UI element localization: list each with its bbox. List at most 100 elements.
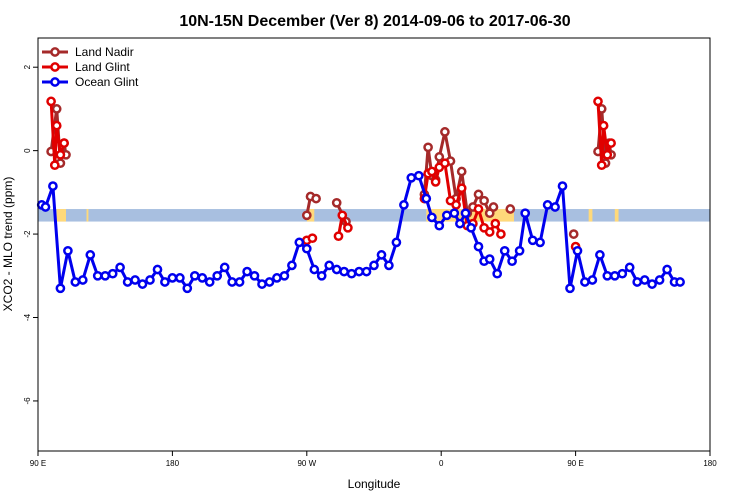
data-point-ocean-glint — [369, 260, 379, 271]
data-point-ocean-glint — [507, 256, 517, 267]
data-point-ocean-glint — [662, 264, 672, 275]
x-tick-label: 180 — [703, 459, 717, 468]
x-axis-label: Longitude — [348, 477, 401, 491]
data-point-land-nadir — [479, 195, 489, 206]
data-point-ocean-glint — [587, 275, 598, 285]
reference-band-rect — [38, 209, 710, 222]
data-point-ocean-glint — [85, 250, 96, 260]
data-point-land-glint — [343, 222, 353, 233]
data-point-land-glint — [606, 138, 616, 148]
yellow-band-segment — [86, 209, 89, 222]
legend-item-ocean-glint: Ocean Glint — [42, 75, 139, 89]
data-point-ocean-glint — [595, 250, 605, 260]
data-point-ocean-glint — [406, 172, 417, 183]
data-point-ocean-glint — [427, 212, 437, 223]
data-point-ocean-glint — [316, 270, 327, 281]
data-point-land-glint — [59, 138, 69, 148]
data-point-land-glint — [49, 160, 60, 171]
data-point-ocean-glint — [354, 266, 364, 277]
data-point-ocean-glint — [324, 260, 335, 271]
data-point-land-nadir — [488, 202, 499, 212]
plot-frame — [37, 37, 711, 452]
data-point-ocean-glint — [639, 275, 650, 285]
data-point-land-nadir — [51, 104, 62, 114]
data-point-land-nadir — [473, 189, 484, 200]
data-point-ocean-glint — [100, 270, 111, 281]
data-point-land-nadir — [423, 142, 433, 153]
data-point-ocean-glint — [234, 277, 245, 287]
yellow-band-segment — [588, 209, 593, 222]
data-point-ocean-glint — [122, 277, 133, 287]
data-point-ocean-glint — [189, 270, 200, 281]
data-point-ocean-glint — [77, 275, 88, 285]
data-point-ocean-glint — [107, 268, 118, 279]
legend-swatch-marker — [50, 62, 60, 72]
data-point-land-nadir — [568, 229, 579, 239]
legend-item-land-nadir: Land Nadir — [42, 45, 134, 59]
data-point-land-glint — [307, 233, 318, 244]
data-point-ocean-glint — [63, 245, 73, 256]
series-ocean-glint — [36, 170, 685, 294]
data-point-ocean-glint — [391, 237, 402, 248]
data-point-ocean-glint — [48, 181, 58, 191]
data-point-ocean-glint — [632, 277, 643, 287]
data-point-land-glint — [456, 183, 467, 194]
data-point-ocean-glint — [219, 262, 230, 273]
data-point-ocean-glint — [301, 243, 312, 254]
y-tick-label: 2 — [23, 64, 32, 69]
data-point-ocean-glint — [484, 254, 495, 264]
data-point-land-nadir — [440, 127, 450, 137]
legend-label: Land Glint — [75, 60, 130, 74]
data-point-ocean-glint — [449, 208, 460, 219]
data-point-ocean-glint — [152, 264, 163, 275]
data-point-ocean-glint — [654, 275, 665, 285]
data-point-ocean-glint — [647, 279, 657, 289]
legend-swatch-marker — [50, 77, 60, 87]
data-point-land-glint — [593, 96, 603, 107]
data-point-ocean-glint — [137, 279, 148, 289]
data-point-ocean-glint — [249, 270, 260, 281]
x-axis: 90 E 180 90 W 0 90 E 180 — [30, 451, 717, 468]
data-point-ocean-glint — [197, 273, 208, 283]
data-point-land-glint — [451, 200, 461, 210]
data-point-land-glint — [51, 120, 62, 131]
data-point-ocean-glint — [550, 202, 560, 212]
data-point-ocean-glint — [421, 193, 432, 204]
data-point-ocean-glint — [287, 260, 297, 271]
data-point-ocean-glint — [434, 220, 445, 231]
data-point-ocean-glint — [557, 181, 568, 191]
data-point-land-glint — [490, 218, 501, 229]
x-tick-label: 90 E — [30, 459, 46, 468]
x-tick-label: 90 W — [297, 459, 316, 468]
data-point-ocean-glint — [279, 270, 290, 281]
data-point-land-glint — [496, 229, 506, 239]
data-point-ocean-glint — [399, 200, 409, 210]
data-point-ocean-glint — [331, 264, 342, 275]
data-point-ocean-glint — [542, 200, 553, 210]
data-point-ocean-glint — [175, 273, 185, 283]
series-layer — [36, 96, 685, 294]
x-tick-label: 90 E — [567, 459, 583, 468]
data-point-ocean-glint — [70, 277, 81, 287]
data-point-ocean-glint — [384, 260, 394, 271]
data-point-ocean-glint — [272, 273, 282, 283]
data-point-ocean-glint — [441, 210, 452, 221]
data-point-land-glint — [473, 204, 484, 214]
data-point-ocean-glint — [617, 268, 628, 279]
data-point-ocean-glint — [376, 250, 387, 260]
data-point-ocean-glint — [514, 245, 525, 256]
data-point-ocean-glint — [264, 277, 275, 287]
x-tick-label: 180 — [166, 459, 180, 468]
data-point-ocean-glint — [167, 273, 178, 283]
y-axis: 2 0 -2 -4 -6 — [23, 64, 38, 405]
data-point-ocean-glint — [520, 208, 531, 219]
yellow-band-segment — [614, 209, 619, 222]
data-point-ocean-glint — [492, 268, 503, 279]
data-point-ocean-glint — [40, 202, 51, 212]
data-point-land-glint — [602, 149, 613, 160]
data-point-land-nadir — [434, 152, 445, 162]
data-point-ocean-glint — [675, 277, 685, 287]
data-point-ocean-glint — [204, 277, 215, 287]
legend-swatch-marker — [50, 47, 60, 57]
